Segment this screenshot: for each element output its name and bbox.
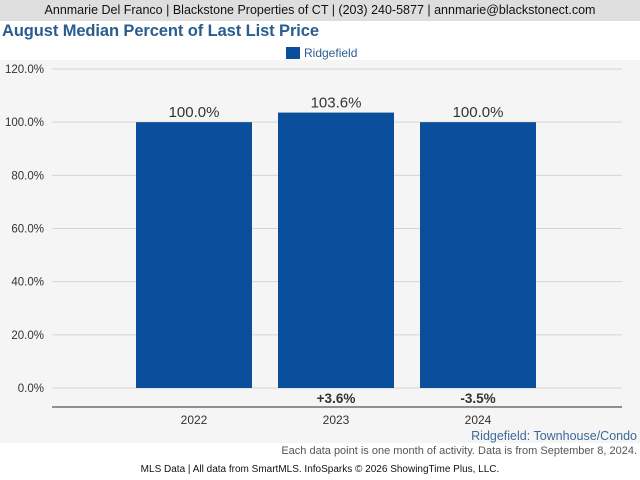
x-tick-label: 2024	[465, 413, 492, 427]
bar	[420, 122, 536, 388]
data-source: MLS Data | All data from SmartMLS. InfoS…	[140, 464, 500, 475]
bar-value-label: 100.0%	[453, 104, 504, 121]
bar-value-label: 103.6%	[311, 95, 362, 112]
y-tick-label: 40.0%	[11, 277, 44, 289]
legend-label-ridgefield: Ridgefield	[304, 46, 358, 60]
bar	[278, 112, 394, 388]
data-note: Each data point is one month of activity…	[281, 445, 637, 457]
y-tick-label: 100.0%	[5, 117, 44, 129]
change-label: +3.6%	[317, 391, 356, 406]
bar-chart: 0.0% 20.0% 40.0% 60.0% 80.0% 100.0% 120.0% 100.…	[5, 64, 622, 427]
y-tick-label: 20.0%	[11, 330, 44, 342]
y-tick-label: 0.0%	[18, 383, 44, 395]
change-label: -3.5%	[460, 391, 495, 406]
chart-legend: Ridgefield	[286, 46, 357, 60]
x-tick-label: 2023	[323, 413, 350, 427]
legend-swatch-ridgefield	[286, 47, 300, 59]
bar	[136, 122, 252, 388]
y-tick-label: 80.0%	[11, 170, 44, 182]
agent-contact-bar: Annmarie Del Franco | Blackstone Propert…	[0, 0, 640, 21]
chart-subtitle: Ridgefield: Townhouse/Condo	[471, 429, 637, 443]
chart-title: August Median Percent of Last List Price	[2, 22, 319, 40]
y-tick-label: 120.0%	[5, 64, 44, 76]
y-tick-label: 60.0%	[11, 224, 44, 236]
x-tick-label: 2022	[181, 413, 208, 427]
bar-value-label: 100.0%	[169, 104, 220, 121]
